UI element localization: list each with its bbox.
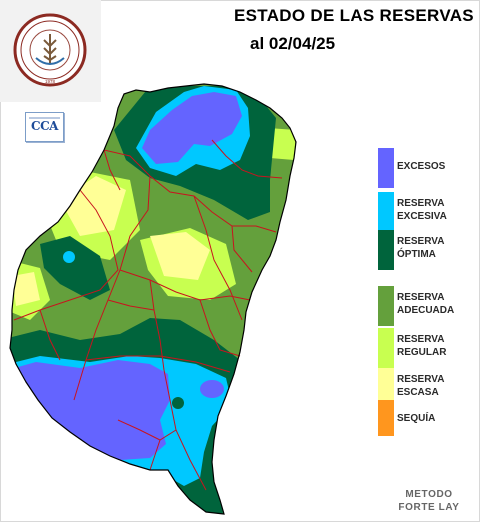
department-borders <box>13 139 283 491</box>
legend-label: SEQUÍA <box>397 413 436 424</box>
legend-swatch <box>378 230 394 270</box>
report-date: al 02/04/25 <box>250 34 336 53</box>
legend-label: RESERVA ESCASA <box>397 374 445 398</box>
dept-border <box>85 355 231 373</box>
dept-border <box>117 419 177 441</box>
wheat-icon <box>43 34 57 64</box>
cca-logo-text: CCA <box>31 119 58 133</box>
logo-panel: 1978 <box>0 0 101 102</box>
zone-excesos-spot <box>200 380 224 398</box>
page-title: ESTADO DE LAS RESERVAS <box>234 6 474 25</box>
dept-border <box>211 139 283 179</box>
dept-border <box>193 195 243 321</box>
dept-border <box>103 149 121 191</box>
zone-excesiva-spot <box>63 251 75 263</box>
legend-swatch <box>378 192 394 232</box>
legend-label: RESERVA ADECUADA <box>397 292 455 316</box>
dept-border <box>231 225 253 273</box>
bolsa-cereales-logo: 1978 <box>13 13 87 87</box>
method-label: METODO FORTE LAY <box>398 489 460 513</box>
legend-label: RESERVA EXCESIVA <box>397 198 447 222</box>
legend-swatch <box>378 328 394 368</box>
dept-border <box>149 439 161 471</box>
legend-swatch <box>378 148 394 188</box>
legend-swatch <box>378 368 394 408</box>
dept-border <box>199 299 241 357</box>
legend-swatch <box>378 286 394 326</box>
zone-excesos-south <box>10 360 170 460</box>
dept-border <box>39 309 61 361</box>
dept-border <box>73 175 151 401</box>
cca-logo: CCA <box>25 112 64 142</box>
legend-label: EXCESOS <box>397 161 446 172</box>
dept-border <box>149 279 207 491</box>
zone-escasa-center <box>150 232 210 280</box>
zone-excesos-north <box>142 92 242 164</box>
dept-border <box>119 269 251 301</box>
zone-optima-west <box>40 236 110 300</box>
legend-label: RESERVA ÓPTIMA <box>397 236 445 260</box>
seal-year: 1978 <box>45 79 56 84</box>
zone-optima-spot <box>172 397 184 409</box>
river-icon <box>35 57 65 65</box>
dept-border <box>13 189 119 321</box>
zone-escasa-southwest <box>12 272 40 306</box>
legend-swatch <box>378 400 394 436</box>
cca-logo-bar <box>29 117 60 119</box>
zone-regular-northeast <box>268 128 296 160</box>
legend-label: RESERVA REGULAR <box>397 334 447 358</box>
dept-border <box>107 299 155 311</box>
